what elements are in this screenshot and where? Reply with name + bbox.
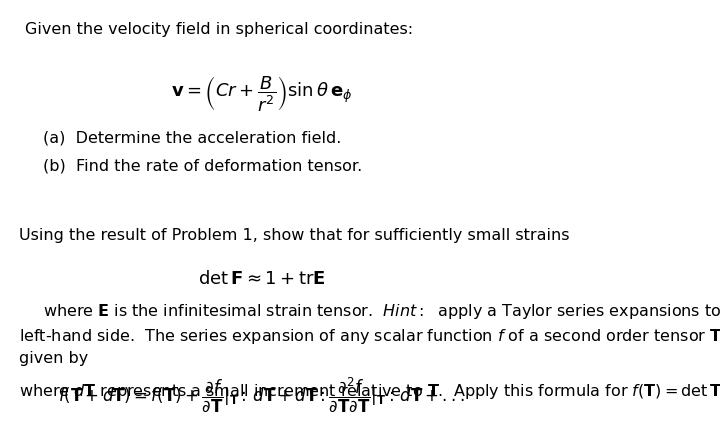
Text: (a)  Determine the acceleration field.: (a) Determine the acceleration field. bbox=[43, 131, 341, 146]
Text: (b)  Find the rate of deformation tensor.: (b) Find the rate of deformation tensor. bbox=[43, 159, 362, 174]
Text: $\det\mathbf{F} \approx 1 + \mathrm{tr}\mathbf{E}$: $\det\mathbf{F} \approx 1 + \mathrm{tr}\… bbox=[198, 270, 325, 288]
Text: $f(\mathbf{T} + d\mathbf{T}) = f(\mathbf{T}) + \dfrac{\partial f}{\partial \math: $f(\mathbf{T} + d\mathbf{T}) = f(\mathbf… bbox=[58, 375, 465, 413]
Text: given by: given by bbox=[19, 351, 88, 366]
Text: where $\mathbf{E}$ is the infinitesimal strain tensor.  $\mathit{Hint:}$  apply : where $\mathbf{E}$ is the infinitesimal … bbox=[43, 302, 720, 322]
Text: left-hand side.  The series expansion of any scalar function $f$ of a second ord: left-hand side. The series expansion of … bbox=[19, 327, 720, 346]
Text: where $d\mathbf{T}$ represents a small increment relative to $\mathbf{T}$.  Appl: where $d\mathbf{T}$ represents a small i… bbox=[19, 382, 720, 402]
Text: Using the result of Problem 1, show that for sufficiently small strains: Using the result of Problem 1, show that… bbox=[19, 228, 569, 242]
Text: $\mathbf{v} = \left(Cr + \dfrac{B}{r^2}\right) \sin\theta\,\mathbf{e}_{\phi}$: $\mathbf{v} = \left(Cr + \dfrac{B}{r^2}\… bbox=[171, 74, 352, 113]
Text: Given the velocity field in spherical coordinates:: Given the velocity field in spherical co… bbox=[24, 21, 413, 37]
